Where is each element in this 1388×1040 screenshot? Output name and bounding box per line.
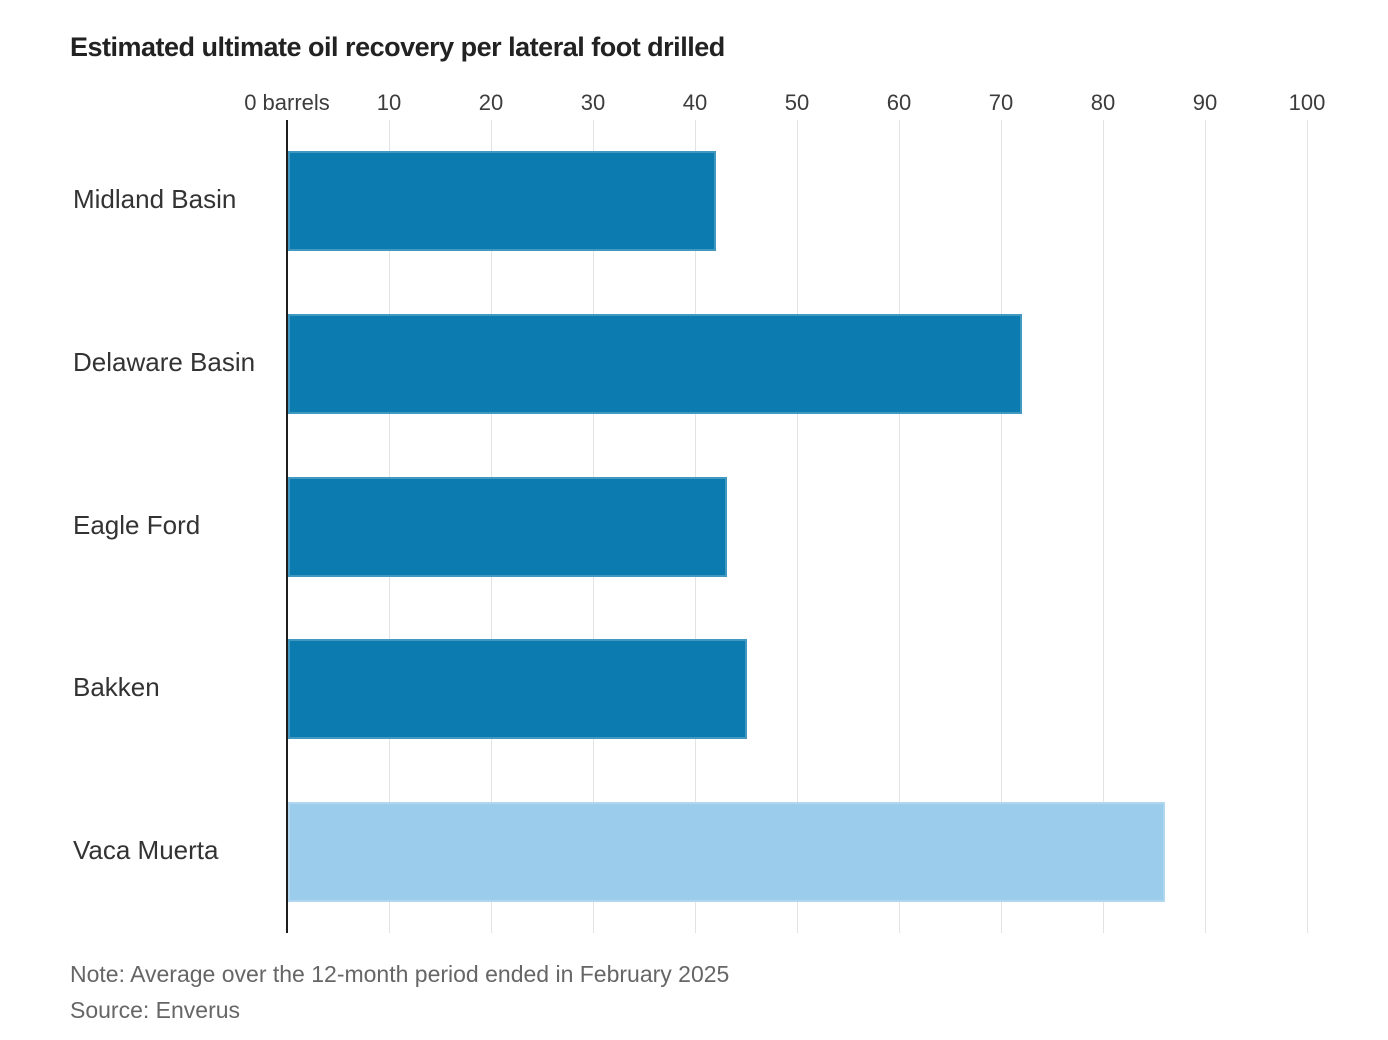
bar-midland-basin: [288, 151, 717, 252]
gridline-60: [898, 120, 900, 933]
bar-vaca-muerta: [288, 801, 1166, 902]
y-axis-line: [286, 120, 288, 933]
chart-source: Source: Enverus: [70, 997, 241, 1023]
x-tick-label-30: 30: [580, 90, 606, 115]
gridline-90: [1204, 120, 1206, 933]
x-tick-label-60: 60: [886, 90, 912, 115]
x-tick-label-0: 0 barrels: [244, 90, 330, 115]
gridline-80: [1102, 120, 1104, 933]
x-tick-label-50: 50: [784, 90, 810, 115]
chart-note: Note: Average over the 12-month period e…: [70, 961, 730, 987]
x-tick-label-20: 20: [478, 90, 504, 115]
category-label-midland-basin: Midland Basin: [73, 184, 237, 215]
x-tick-label-80: 80: [1090, 90, 1116, 115]
x-tick-label-70: 70: [988, 90, 1014, 115]
gridline-50: [796, 120, 798, 933]
bar-bakken: [288, 639, 747, 740]
chart-title: Estimated ultimate oil recovery per late…: [70, 32, 725, 62]
x-tick-label-40: 40: [682, 90, 708, 115]
category-label-vaca-muerta: Vaca Muerta: [73, 834, 219, 865]
category-label-eagle-ford: Eagle Ford: [73, 509, 201, 540]
x-tick-label-90: 90: [1192, 90, 1218, 115]
x-tick-label-10: 10: [376, 90, 402, 115]
gridline-100: [1306, 120, 1308, 933]
category-label-delaware-basin: Delaware Basin: [73, 346, 256, 377]
category-label-bakken: Bakken: [73, 672, 160, 703]
x-tick-label-100: 100: [1288, 90, 1326, 115]
bar-eagle-ford: [288, 476, 727, 577]
bar-delaware-basin: [288, 313, 1023, 414]
gridline-70: [1000, 120, 1002, 933]
